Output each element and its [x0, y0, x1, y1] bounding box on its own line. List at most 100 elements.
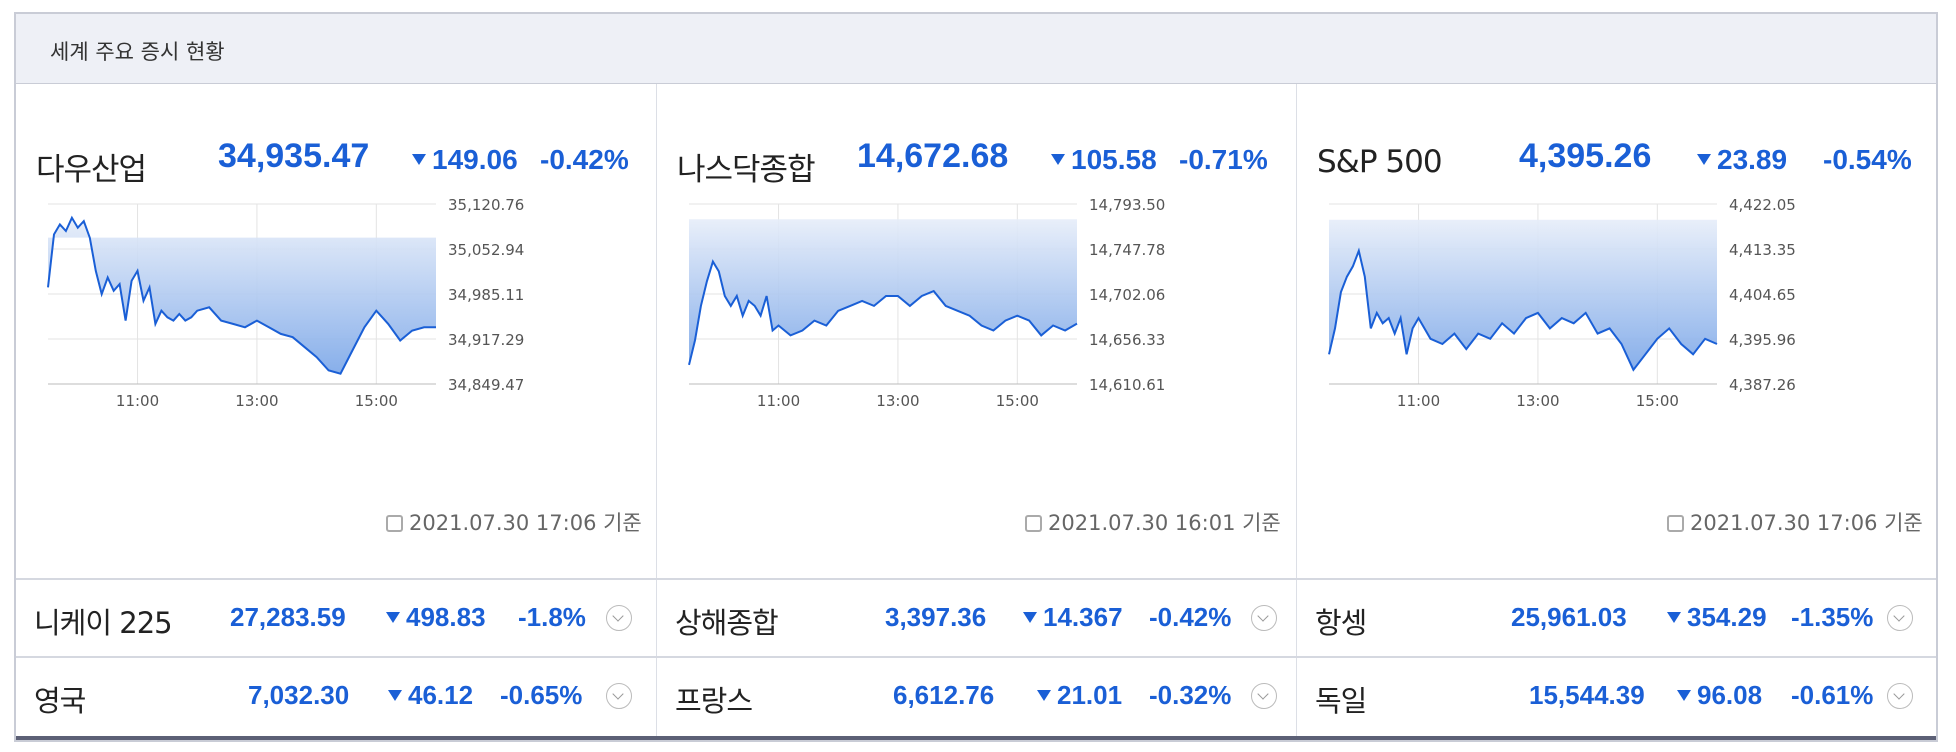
index-percent: -1.35%: [1791, 602, 1874, 632]
index-change: 21.01: [1037, 680, 1122, 711]
expand-chevron-button[interactable]: [606, 683, 632, 709]
timestamp: 2021.07.30 16:01 기준: [1025, 507, 1281, 537]
area-fill: [1329, 219, 1717, 370]
index-percent: -0.42%: [1149, 602, 1232, 632]
expand-chevron-button[interactable]: [1887, 605, 1913, 631]
index-value: 6,612.76: [893, 680, 995, 710]
index-change: 46.12: [388, 680, 473, 711]
down-arrow-icon: [412, 154, 426, 166]
index-chart[interactable]: 14,793.50 14,747.78 14,702.06 14,656.33 14,6…: [657, 194, 1297, 464]
y-tick-label: 34,849.47: [448, 376, 524, 394]
index-name: S&P 500: [1317, 144, 1443, 180]
index-change: 105.58: [1051, 144, 1157, 176]
index-cell-hangseng[interactable]: 항셍 25,961.03 354.29 -1.35%: [1296, 580, 1936, 656]
y-tick-label: 4,422.05: [1729, 196, 1796, 214]
x-tick-label: 11:00: [757, 392, 800, 410]
index-value: 4,395.26: [1519, 137, 1652, 175]
x-tick-label: 11:00: [1397, 392, 1440, 410]
y-tick-label: 14,747.78: [1089, 241, 1165, 259]
down-arrow-icon: [1051, 154, 1065, 166]
index-name: 상해종합: [675, 606, 779, 640]
index-change: 96.08: [1677, 680, 1762, 711]
down-arrow-icon: [386, 611, 400, 623]
y-tick-label: 4,413.35: [1729, 241, 1796, 259]
index-cell-france[interactable]: 프랑스 6,612.76 21.01 -0.32%: [656, 658, 1296, 740]
index-percent: -0.32%: [1149, 680, 1232, 710]
index-panel-sp500[interactable]: S&P 500 4,395.26 23.89 -0.54% 4,422.05 4,…: [1296, 84, 1936, 578]
y-tick-label: 4,395.96: [1729, 331, 1796, 349]
expand-chevron-button[interactable]: [1887, 683, 1913, 709]
y-tick-label: 14,656.33: [1089, 331, 1165, 349]
y-tick-label: 35,052.94: [448, 241, 524, 259]
x-tick-label: 13:00: [876, 392, 919, 410]
y-tick-label: 35,120.76: [448, 196, 524, 214]
y-tick-label: 14,702.06: [1089, 286, 1165, 304]
index-value: 25,961.03: [1511, 602, 1627, 632]
calendar-clock-icon: [386, 515, 403, 532]
expand-chevron-button[interactable]: [606, 605, 632, 631]
price-line: [47, 215, 436, 375]
index-value: 7,032.30: [248, 680, 350, 710]
index-name: 독일: [1315, 684, 1367, 718]
index-name: 다우산업: [36, 152, 147, 188]
index-percent: -0.42%: [540, 144, 629, 175]
calendar-clock-icon: [1667, 515, 1684, 532]
area-fill: [689, 219, 1077, 365]
index-change: 23.89: [1697, 144, 1787, 176]
x-tick-label: 15:00: [1636, 392, 1679, 410]
x-tick-label: 15:00: [355, 392, 398, 410]
index-percent: -0.65%: [500, 680, 583, 710]
y-tick-label: 34,917.29: [448, 331, 524, 349]
index-change: 498.83: [386, 602, 486, 633]
index-change: 14.367: [1023, 602, 1123, 633]
index-change: 354.29: [1667, 602, 1767, 633]
index-row-europe: 영국 7,032.30 46.12 -0.65% 프랑스 6,612.76 21…: [16, 656, 1936, 740]
index-panel-dow[interactable]: 다우산업 34,935.47 149.06 -0.42% 35,120.76 35…: [16, 84, 656, 578]
index-cell-uk[interactable]: 영국 7,032.30 46.12 -0.65%: [16, 658, 656, 740]
area-fill: [48, 217, 436, 374]
index-name: 항셍: [1315, 606, 1367, 640]
y-tick-label: 4,387.26: [1729, 376, 1796, 394]
down-arrow-icon: [1697, 154, 1711, 166]
price-line: [688, 259, 1078, 366]
index-cell-germany[interactable]: 독일 15,544.39 96.08 -0.61%: [1296, 658, 1936, 740]
calendar-clock-icon: [1025, 515, 1042, 532]
index-chart[interactable]: 35,120.76 35,052.94 34,985.11 34,917.29 34,8…: [16, 194, 656, 464]
x-tick-label: 13:00: [1516, 392, 1559, 410]
index-chart[interactable]: 4,422.05 4,413.35 4,404.65 4,395.96 4,387.26…: [1297, 194, 1937, 464]
x-tick-label: 11:00: [116, 392, 159, 410]
y-tick-label: 14,610.61: [1089, 376, 1165, 394]
index-percent: -1.8%: [518, 602, 586, 632]
index-name: 프랑스: [675, 684, 753, 718]
index-cell-nikkei[interactable]: 니케이 225 27,283.59 498.83 -1.8%: [16, 580, 656, 656]
price-line: [1328, 247, 1718, 372]
world-stock-widget: 세계 주요 증시 현황 다우산업 34,935.47 149.06 -0.42%…: [14, 12, 1938, 742]
index-percent: -0.54%: [1823, 144, 1912, 175]
down-arrow-icon: [388, 689, 402, 701]
y-tick-label: 34,985.11: [448, 286, 524, 304]
expand-chevron-button[interactable]: [1251, 683, 1277, 709]
index-cell-shanghai[interactable]: 상해종합 3,397.36 14.367 -0.42%: [656, 580, 1296, 656]
timestamp: 2021.07.30 17:06 기준: [1667, 507, 1923, 537]
index-value: 14,672.68: [857, 137, 1009, 175]
y-tick-label: 14,793.50: [1089, 196, 1165, 214]
x-tick-label: 15:00: [996, 392, 1039, 410]
index-value: 27,283.59: [230, 602, 346, 632]
widget-header: 세계 주요 증시 현황: [16, 14, 1936, 84]
index-value: 15,544.39: [1529, 680, 1645, 710]
index-name: 나스닥종합: [677, 152, 816, 188]
index-value: 3,397.36: [885, 602, 987, 632]
index-name: 영국: [34, 684, 86, 718]
down-arrow-icon: [1023, 611, 1037, 623]
index-percent: -0.61%: [1791, 680, 1874, 710]
index-name: 니케이 225: [34, 606, 173, 640]
index-percent: -0.71%: [1179, 144, 1268, 175]
index-change: 149.06: [412, 144, 518, 176]
index-panel-nasdaq[interactable]: 나스닥종합 14,672.68 105.58 -0.71% 14,793.50 1…: [656, 84, 1296, 578]
expand-chevron-button[interactable]: [1251, 605, 1277, 631]
index-row-asia: 니케이 225 27,283.59 498.83 -1.8% 상해종합 3,39…: [16, 578, 1936, 656]
bottom-border: [16, 736, 1936, 740]
down-arrow-icon: [1037, 689, 1051, 701]
timestamp: 2021.07.30 17:06 기준: [386, 507, 642, 537]
down-arrow-icon: [1667, 611, 1681, 623]
